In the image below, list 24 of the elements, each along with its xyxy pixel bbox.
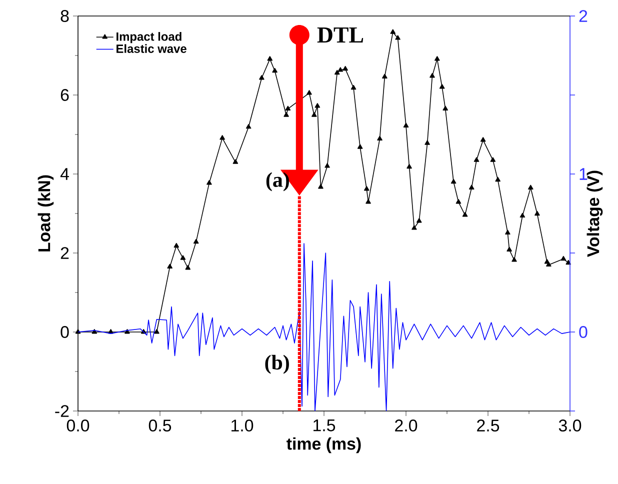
legend-label: DTL xyxy=(317,27,364,43)
y2-axis-title: Voltage (V) xyxy=(586,170,603,257)
legend-label: Impact load xyxy=(116,32,182,44)
y-tick-label: 4 xyxy=(60,168,69,180)
x-tick-label: 2.5 xyxy=(477,420,500,432)
annotation: (a) xyxy=(266,172,289,192)
y-axis-title: Load (kN) xyxy=(38,175,54,252)
y-tick-label: -2 xyxy=(55,405,69,417)
x-tick-label: 1.0 xyxy=(232,420,254,432)
y-tick-label: 2 xyxy=(60,247,69,259)
x-tick-label: 3.0 xyxy=(558,420,582,432)
y2-tick-label: 1 xyxy=(580,168,588,180)
y-tick-label: 6 xyxy=(60,88,69,101)
y-tick-label: 0 xyxy=(60,326,69,338)
x-tick-label: 1.5 xyxy=(314,420,336,432)
x-tick-label: 2.0 xyxy=(395,420,418,432)
x-tick-label: 0.0 xyxy=(66,420,90,432)
x-axis-title: time (ms) xyxy=(286,437,361,454)
y-tick-label: 8 xyxy=(60,10,69,22)
y2-tick-label: 2 xyxy=(579,10,588,22)
y2-tick-label: 0 xyxy=(579,326,588,338)
x-tick-label: 0.5 xyxy=(148,420,172,432)
legend-label: Elastic wave xyxy=(116,44,186,53)
annotation: (b) xyxy=(265,354,289,374)
